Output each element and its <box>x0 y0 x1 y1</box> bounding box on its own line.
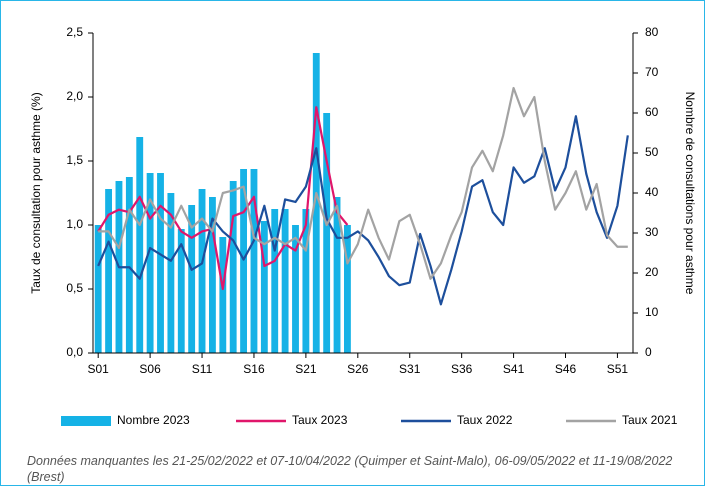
bar <box>105 189 113 353</box>
x-tick-label: S21 <box>295 362 317 376</box>
line <box>97 115 629 306</box>
x-tick-label: S26 <box>347 362 369 376</box>
legend-label: Taux 2021 <box>622 413 678 427</box>
bar <box>312 53 320 353</box>
bar <box>302 209 310 353</box>
footnote: Données manquantes les 21-25/02/2022 et … <box>27 454 673 484</box>
bar <box>208 197 216 353</box>
bar <box>260 221 268 353</box>
x-tick-label: S01 <box>88 362 110 376</box>
y-axis-title: Taux de consultation pour asthme (%) <box>29 92 43 293</box>
x-tick-label: S51 <box>607 362 629 376</box>
bar <box>198 189 206 353</box>
y-tick-label: 0,5 <box>66 281 83 295</box>
bar <box>292 225 299 353</box>
chart: Taux de consultation pour asthme (%) Nom… <box>29 25 697 427</box>
x-tick-label: S06 <box>139 362 161 376</box>
y-tick-label: 1,5 <box>66 153 83 167</box>
y-tick-label: 0,0 <box>66 345 83 359</box>
bar <box>94 225 102 353</box>
y-tick-label: 2,0 <box>66 89 83 103</box>
bar <box>167 193 175 353</box>
y2-tick-label: 70 <box>645 65 659 79</box>
legend-label: Nombre 2023 <box>117 413 190 427</box>
line <box>98 86 628 280</box>
y2-axis-title: Nombre de consultations pour asthme <box>683 92 697 295</box>
bar <box>125 177 133 353</box>
y2-tick-label: 10 <box>645 305 659 319</box>
x-tick-label: S41 <box>503 362 525 376</box>
x-tick-label: S46 <box>555 362 577 376</box>
bar <box>136 137 144 353</box>
legend-swatch <box>61 416 111 426</box>
y-tick-label: 1,0 <box>66 217 83 231</box>
bar <box>188 205 196 353</box>
x-tick-label: S31 <box>399 362 421 376</box>
x-tick-label: S11 <box>192 362 213 376</box>
bar <box>219 237 227 353</box>
y2-tick-label: 50 <box>645 145 659 159</box>
bar <box>177 229 185 353</box>
y2-tick-label: 20 <box>645 265 659 279</box>
bar <box>146 173 154 353</box>
bar <box>343 225 351 353</box>
bar <box>229 181 237 353</box>
bar <box>250 169 258 353</box>
bar <box>281 209 289 353</box>
y2-tick-label: 30 <box>645 225 659 239</box>
bar <box>333 197 341 353</box>
y-tick-label: 2,5 <box>66 25 83 39</box>
legend-label: Taux 2022 <box>457 413 513 427</box>
bar <box>323 113 331 353</box>
y2-tick-label: 60 <box>645 105 659 119</box>
bar <box>157 173 164 353</box>
bar <box>271 209 279 353</box>
x-tick-label: S36 <box>451 362 473 376</box>
legend-label: Taux 2023 <box>292 413 348 427</box>
y2-tick-label: 40 <box>645 185 659 199</box>
line <box>97 106 349 291</box>
x-tick-label: S16 <box>243 362 265 376</box>
y2-tick-label: 80 <box>645 25 659 39</box>
bar <box>240 169 248 353</box>
y2-tick-label: 0 <box>645 345 652 359</box>
